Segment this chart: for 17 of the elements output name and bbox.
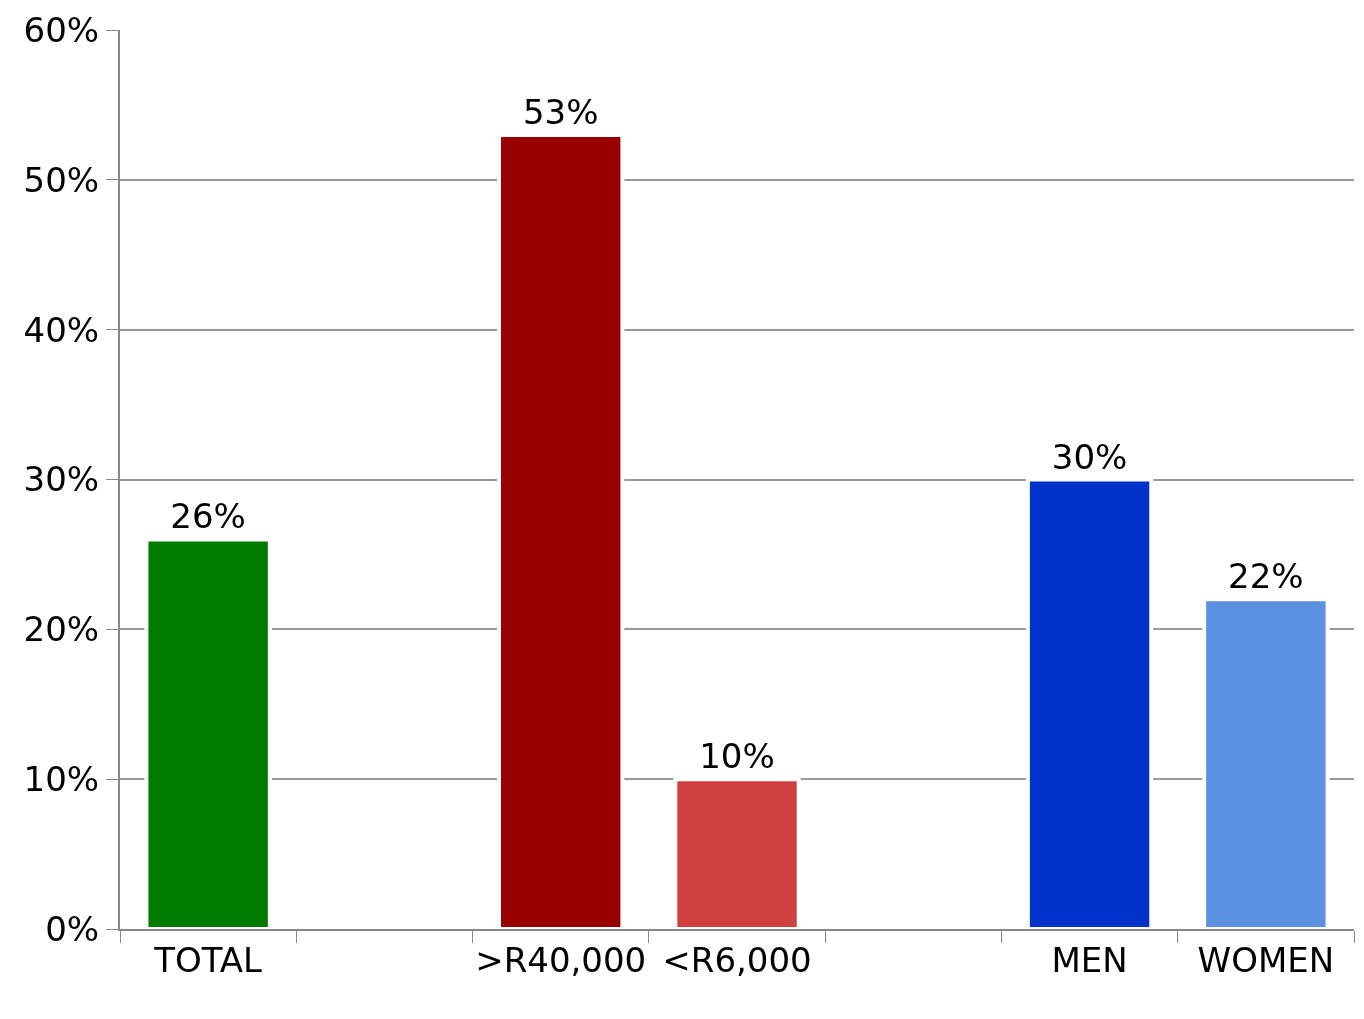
- y-tick-label: 0%: [45, 908, 100, 949]
- data-label: 26%: [170, 496, 246, 537]
- x-tick-label: <R6,000: [662, 939, 812, 980]
- x-tick-label: >R40,000: [475, 939, 647, 980]
- x-tick-label: MEN: [1051, 939, 1128, 980]
- x-tick-label: WOMEN: [1197, 939, 1335, 980]
- data-label: 10%: [699, 736, 775, 777]
- data-label: 53%: [522, 91, 599, 132]
- y-tick-label: 60%: [23, 9, 100, 50]
- y-tick-label: 20%: [23, 609, 100, 650]
- y-tick-label: 30%: [23, 459, 100, 500]
- y-tick-label: 40%: [23, 309, 100, 350]
- y-tick-label: 50%: [23, 159, 100, 200]
- y-tick-label: 10%: [23, 759, 100, 800]
- data-label: 30%: [1051, 436, 1128, 477]
- x-tick-label: TOTAL: [153, 939, 263, 980]
- data-label: 22%: [1228, 556, 1304, 597]
